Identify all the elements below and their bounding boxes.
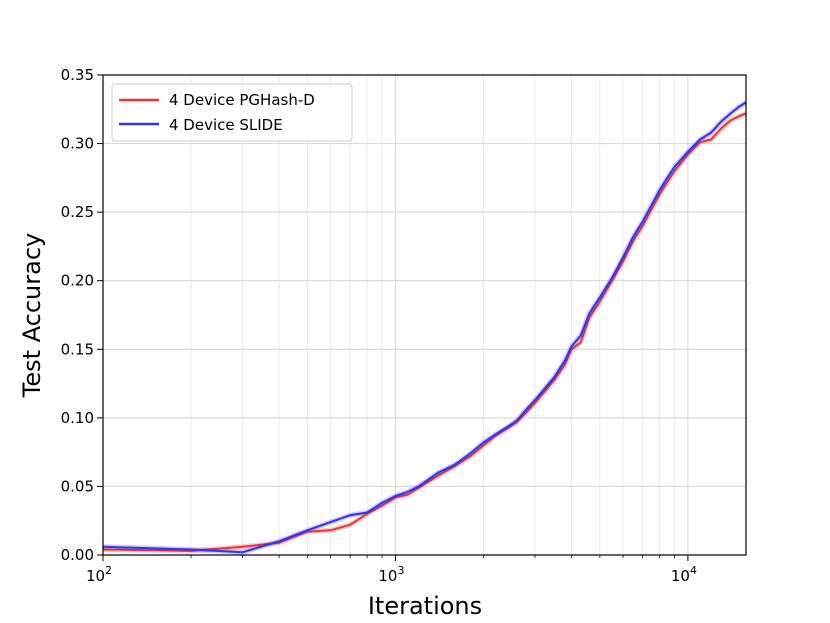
y-tick-label: 0.10 (61, 409, 94, 427)
legend-label-slide: 4 Device SLIDE (169, 116, 283, 134)
x-tick-label: 103 (378, 564, 404, 585)
y-tick-label: 0.35 (61, 66, 94, 84)
y-tick-label: 0.15 (61, 340, 94, 358)
y-tick-label: 0.30 (61, 135, 94, 153)
ticks-layer (97, 74, 689, 561)
series-line-pghash (102, 112, 747, 552)
series-line-slide (102, 101, 747, 554)
series-layer (102, 100, 748, 555)
legend: 4 Device PGHash-D 4 Device SLIDE (111, 83, 353, 142)
y-tick-label: 0.00 (61, 546, 94, 564)
plot-background (103, 75, 746, 555)
x-tick-label: 104 (671, 564, 697, 585)
y-tick-label: 0.20 (61, 272, 94, 290)
legend-box (111, 83, 353, 142)
y-tick-label: 0.05 (61, 477, 94, 495)
x-axis-label: Iterations (368, 592, 482, 620)
y-axis-label: Test Accuracy (18, 233, 46, 398)
major-grid (102, 75, 746, 555)
x-tick-labels: 102 103 104 (86, 564, 697, 585)
plot-frame (102, 74, 747, 556)
y-tick-label: 0.25 (61, 203, 94, 221)
x-tick-label: 102 (86, 564, 112, 585)
legend-label-pghash: 4 Device PGHash-D (169, 91, 315, 109)
y-tick-labels: 0.00 0.05 0.10 0.15 0.20 0.25 0.30 0.35 (61, 66, 94, 564)
minor-grid (190, 75, 675, 555)
